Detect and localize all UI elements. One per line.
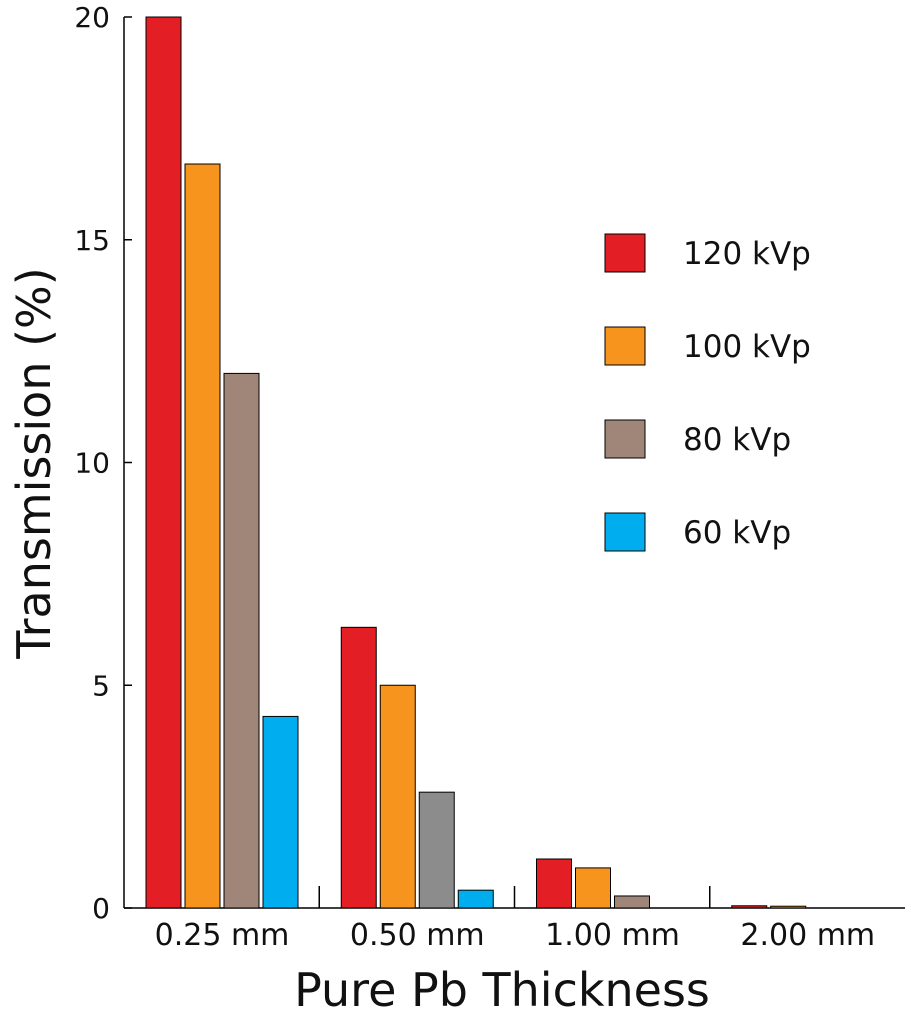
x-tick-label: 0.25 mm [155, 918, 290, 953]
legend-swatch [604, 419, 646, 459]
y-axis-label: Transmission (%) [7, 267, 61, 659]
bar [340, 626, 377, 909]
x-tick-label: 0.50 mm [350, 918, 485, 953]
legend-label: 80 kVp [683, 422, 791, 458]
bar [379, 684, 416, 909]
bar [145, 16, 182, 909]
legend-label: 100 kVp [683, 329, 811, 365]
bar [536, 858, 572, 909]
legend-label: 60 kVp [683, 515, 791, 551]
y-tick-label: 5 [92, 669, 110, 702]
bar [770, 905, 807, 909]
legend: 120 kVp 100 kVp 80 kVp 60 kVp [604, 233, 811, 552]
legend-swatch [604, 512, 646, 552]
bar [418, 791, 455, 909]
x-tick-label: 2.00 mm [740, 918, 875, 953]
legend-swatch [604, 326, 646, 366]
bar [731, 905, 768, 909]
y-tick-label: 10 [74, 447, 110, 480]
y-tick-label: 15 [74, 224, 110, 257]
bar [223, 372, 260, 909]
bar [262, 715, 299, 909]
legend-swatch [604, 233, 646, 273]
bar [457, 889, 494, 909]
bars [145, 16, 807, 909]
x-axis-label: Pure Pb Thickness [294, 963, 710, 1017]
axes: 0 5 10 15 20 0.25 mm 0.50 mm 1.00 mm 2.00 mm [74, 1, 905, 953]
bar [184, 163, 221, 909]
x-tick-label: 1.00 mm [545, 918, 680, 953]
y-tick-label: 0 [92, 892, 110, 925]
bar [575, 867, 611, 909]
y-tick-label: 20 [74, 1, 110, 34]
bar [614, 895, 650, 909]
legend-label: 120 kVp [683, 236, 811, 272]
